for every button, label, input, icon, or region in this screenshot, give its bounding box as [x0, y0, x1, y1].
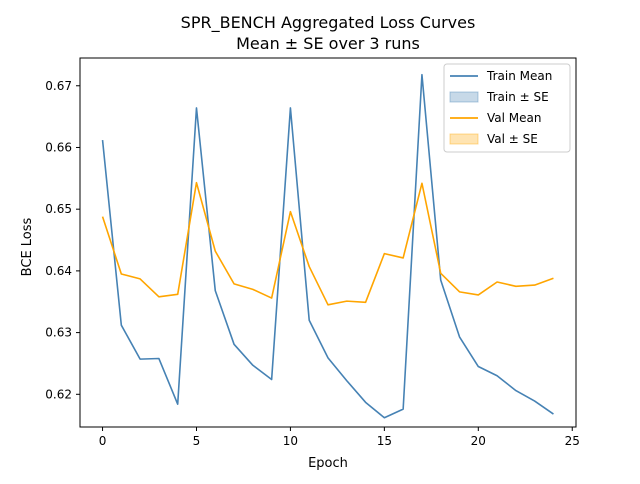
x-tick-label: 15 — [377, 434, 392, 448]
series-line-val-mean — [101, 181, 554, 306]
x-tick-label: 5 — [193, 434, 201, 448]
y-axis-ticks: 0.62 0.63 0.64 0.65 0.66 0.67 — [45, 79, 80, 401]
y-axis-label: BCE Loss — [20, 217, 35, 276]
y-tick-label: 0.65 — [45, 202, 72, 216]
x-tick-label: 0 — [99, 434, 107, 448]
x-axis-label: Epoch — [308, 456, 348, 471]
plot-frame — [79, 57, 577, 428]
series-line-train-mean — [101, 73, 554, 419]
legend-label: Val Mean — [487, 111, 541, 125]
x-axis-ticks: 0 5 10 15 20 25 — [99, 427, 580, 448]
x-tick-label: 10 — [283, 434, 298, 448]
x-tick-label: 25 — [565, 434, 580, 448]
chart-subtitle: Mean ± SE over 3 runs — [236, 34, 420, 53]
y-tick-label: 0.66 — [45, 140, 72, 154]
series-layer — [101, 73, 554, 419]
legend-label: Train Mean — [486, 69, 552, 83]
legend-label: Val ± SE — [487, 132, 538, 146]
y-tick-label: 0.67 — [45, 79, 72, 93]
legend-box — [443, 63, 571, 153]
legend-label: Train ± SE — [486, 90, 549, 104]
legend: Train Mean Train ± SE Val Mean Val ± SE — [443, 63, 571, 153]
x-tick-label: 20 — [471, 434, 486, 448]
y-tick-label: 0.64 — [45, 264, 72, 278]
legend-patch-swatch — [449, 133, 479, 145]
chart-title: SPR_BENCH Aggregated Loss Curves — [181, 13, 476, 33]
y-tick-label: 0.62 — [45, 387, 72, 401]
y-tick-label: 0.63 — [45, 326, 72, 340]
legend-patch-swatch — [449, 91, 479, 103]
